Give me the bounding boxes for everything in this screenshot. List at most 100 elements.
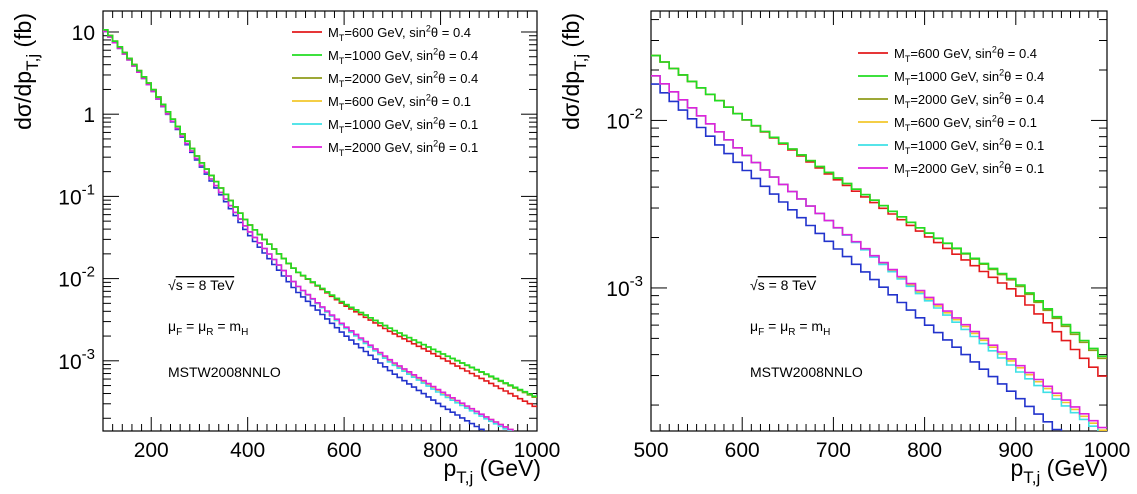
x-tick-label: 600 [725,439,760,462]
x-axis-title: pT,j​ (GeV) [443,455,541,487]
y-tick-base: 10 [58,351,81,374]
y-axis-title-subscript: T,j [571,54,590,71]
legend-entry: MT​=1000 GeV, sin2​θ = 0.4 [328,47,478,66]
x-tick-label: 1000 [1084,439,1131,462]
y-tick-base: 10 [606,110,629,133]
y-tick-base: 10 [72,22,95,45]
legend-entry-superscript: 2 [433,139,438,149]
legend-entry: MT​=600 GeV, sin2​θ = 0.4 [328,24,471,43]
legend-entry-part: M [328,48,339,63]
annotation-part: MSTW2008NNLO [168,364,281,380]
legend-entry-subscript: T [905,123,911,133]
legend-entry-superscript: 2 [433,70,438,80]
x-axis-title: pT,j​ (GeV) [1010,455,1108,487]
legend-entry-part: θ = 0.1 [1004,138,1044,153]
y-tick-exponent: -2 [82,264,95,281]
y-tick-label: 10-1 [58,181,95,209]
legend-entry-subscript: T [339,33,345,43]
legend-entry-superscript: 2 [433,47,438,57]
x-axis-title-part: (GeV) [1040,455,1108,481]
legend-entry-part: =600 GeV, sin [910,115,992,130]
y-tick-label: 10 [72,22,95,45]
y-axis-title: dσ/dpT,j​ (fb) [10,13,42,130]
annotation: √s = 8 TeV [750,277,817,293]
x-tick-label: 500 [633,439,668,462]
legend-entry-part: =600 GeV, sin [344,94,426,109]
legend-entry-part: M [328,25,339,40]
x-axis-title-part: (GeV) [473,455,541,481]
legend-entry-part: =2000 GeV, sin [910,92,999,107]
series-line [651,75,1107,429]
annotation: μF​ = μR​ = mH​ [168,318,248,338]
y-tick-label: 10-3 [606,273,643,301]
y-tick-base: 10 [606,278,629,301]
y-tick-exponent: -1 [82,181,95,198]
annotation-part: s = 8 TeV [758,277,817,293]
legend-entry-part: θ = 0.4 [431,25,471,40]
series-line [103,30,485,431]
annotation: μF​ = μR​ = mH​ [750,318,830,338]
annotation-part: s = 8 TeV [176,277,235,293]
legend-entry-superscript: 2 [992,45,997,55]
legend-entry-part: θ = 0.4 [438,71,478,86]
legend-entry-superscript: 2 [999,160,1004,170]
annotation-subscript: H [241,327,248,338]
y-tick-base: 10 [58,269,81,292]
legend-entry-subscript: T [339,125,345,135]
series-line [103,30,514,431]
legend-entry-superscript: 2 [999,91,1004,101]
legend-entry: MT​=2000 GeV, sin2​θ = 0.1 [894,160,1044,179]
y-tick-exponent: -3 [82,346,95,363]
legend-entry: MT​=2000 GeV, sin2​θ = 0.4 [894,91,1044,110]
legend-entry-subscript: T [339,102,345,112]
annotation: MSTW2008NNLO [750,364,863,380]
x-tick-label: 700 [816,439,851,462]
y-axis-title-subscript: T,j [23,54,42,71]
legend-entry: MT​=600 GeV, sin2​θ = 0.4 [894,45,1037,64]
annotation-subscript: R [206,327,213,338]
legend-entry-part: =2000 GeV, sin [344,71,433,86]
legend-entry-part: M [328,117,339,132]
legend-entry: MT​=600 GeV, sin2​θ = 0.1 [894,114,1037,133]
legend-entry-part: θ = 0.1 [438,117,478,132]
legend-entry-part: θ = 0.4 [997,46,1037,61]
series-line [103,29,537,397]
annotation: √s = 8 TeV [168,277,235,293]
series-line [103,30,514,431]
x-tick-label: 800 [907,439,942,462]
y-tick-label: 10-2 [606,105,643,133]
legend-entry: MT​=2000 GeV, sin2​θ = 0.4 [328,70,478,89]
legend-entry-part: M [328,140,339,155]
x-tick-label: 600 [327,439,362,462]
legend-entry-part: M [328,94,339,109]
legend-entry-part: θ = 0.1 [431,94,471,109]
series-line [651,83,1063,431]
y-axis-title-part: (fb) [10,13,36,54]
legend-entry-part: =600 GeV, sin [344,25,426,40]
annotation-part: = m [795,318,823,334]
x-axis-title-subscript: T,j [456,468,473,487]
legend-entry-superscript: 2 [433,116,438,126]
annotation-sqrt: √ [168,277,176,293]
legend-entry-subscript: T [339,56,345,66]
legend-entry-part: θ = 0.1 [1004,161,1044,176]
legend-entry: MT​=2000 GeV, sin2​θ = 0.1 [328,139,478,158]
legend-entry-superscript: 2 [999,137,1004,147]
x-axis-title-part: p [443,455,456,481]
legend-entry-superscript: 2 [426,24,431,34]
y-axis-title-part: dσ/dp [10,71,36,130]
legend-entry-part: =2000 GeV, sin [910,161,999,176]
legend-entry-superscript: 2 [999,68,1004,78]
series-line [651,54,1107,358]
legend-entry-subscript: T [905,77,911,87]
legend-entry-part: M [894,69,905,84]
legend-entry-part: M [894,161,905,176]
legend-entry-part: =1000 GeV, sin [910,69,999,84]
legend-entry-part: M [894,138,905,153]
y-tick-label: 1 [83,104,95,127]
y-tick-exponent: -2 [630,105,643,122]
x-tick-label: 1000 [514,439,561,462]
legend-entry-part: θ = 0.4 [438,48,478,63]
series-line [103,29,537,408]
